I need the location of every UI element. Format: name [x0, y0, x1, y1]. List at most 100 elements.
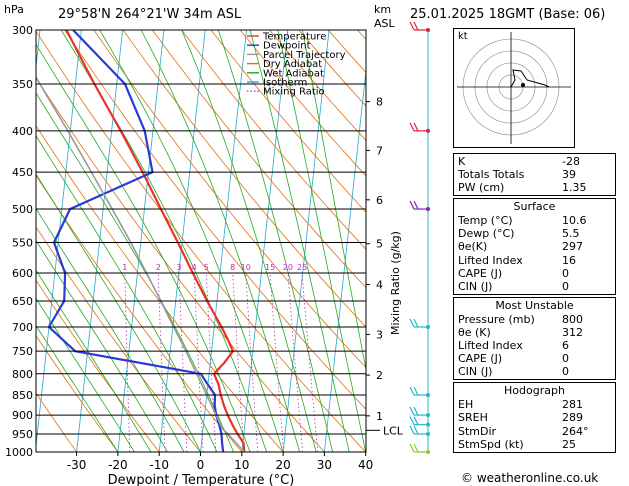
most-unstable-value: 6	[562, 339, 569, 353]
surface-row: CAPE (J) 0	[458, 267, 611, 280]
wind-barb-dot	[426, 393, 430, 398]
mixing-ratio-label: 15	[265, 263, 275, 272]
wind-barb-feather	[413, 416, 419, 425]
credit-text: © weatheronline.co.uk	[461, 471, 599, 485]
mixing-ratio-line	[193, 272, 204, 452]
wind-barb-dot	[426, 128, 430, 133]
index-label: PW (cm)	[458, 181, 505, 195]
mixing-ratio-label: 4	[192, 263, 197, 272]
wind-barb-feather	[409, 122, 415, 132]
parcel-trajectory-line	[36, 75, 245, 452]
pressure-tick-label: 400	[12, 125, 33, 138]
most-unstable-row: Pressure (mb) 800	[458, 313, 611, 326]
wind-barb-feather	[413, 122, 419, 132]
hodograph: kt	[453, 28, 575, 148]
mixing-ratio-line	[205, 272, 217, 452]
wind-barb-feather	[409, 425, 415, 435]
index-label: Totals Totals	[458, 168, 525, 182]
wind-barb-feather	[413, 425, 419, 435]
wind-barb-feather	[413, 21, 419, 31]
km-tick-label: 5	[376, 238, 383, 251]
temperature-tick-label: 40	[358, 458, 373, 472]
index-label: K	[458, 155, 466, 168]
legend-label: Dewpoint	[263, 41, 311, 52]
asl-axis-label: ASL	[374, 17, 396, 30]
surface-label: CIN (J)	[458, 279, 493, 293]
pressure-tick-label: 550	[12, 236, 33, 249]
temperature-tick-label: 20	[275, 458, 290, 472]
index-value: 39	[562, 168, 576, 182]
wind-barb-dot	[426, 28, 430, 32]
dry-adiabat-line	[36, 334, 119, 452]
isotherm-line	[407, 30, 453, 452]
dry-adiabat-line	[239, 30, 366, 177]
temperature-tick-label: -30	[67, 458, 87, 472]
legend-label: Isotherm	[263, 78, 307, 89]
mixing-ratio-label: 25	[297, 263, 307, 272]
km-tick-label: 6	[376, 194, 383, 207]
km-tick-label: 2	[376, 369, 383, 382]
most-unstable-label: θe (K)	[458, 325, 491, 339]
wind-barb-feather	[413, 200, 419, 210]
wind-barb-dot	[426, 450, 430, 454]
most-unstable-title: Most Unstable	[495, 298, 574, 312]
mixing-ratio-label: 3	[176, 263, 181, 272]
wet-adiabat-line	[60, 30, 267, 452]
surface-label: θe(K)	[458, 240, 488, 254]
most-unstable-value: 800	[562, 312, 583, 326]
x-axis-label: Dewpoint / Temperature (°C)	[108, 473, 295, 486]
mixing-ratio-line	[157, 272, 166, 452]
hodograph-frame	[453, 28, 575, 148]
hodograph-param-label: SREH	[458, 411, 488, 425]
mixing-ratio-line	[287, 272, 303, 452]
mixing-ratio-line	[269, 272, 284, 452]
pressure-tick-label: 600	[12, 267, 33, 280]
surface-row: Dewp (°C) 5.5	[458, 227, 611, 240]
indices-panel: K -28 Totals Totals 39 PW (cm) 1.35 Surface T…	[453, 153, 616, 455]
most-unstable-row: CIN (J) 0	[458, 365, 611, 378]
pressure-tick-label: 850	[12, 389, 33, 402]
wind-barb-feather	[409, 416, 415, 425]
mixing-ratio-line	[232, 272, 245, 452]
temperature-tick-label: -20	[108, 458, 128, 472]
wind-barb-feather	[413, 386, 419, 396]
index-value: 1.35	[562, 181, 587, 195]
hodograph-param-label: EH	[458, 398, 474, 412]
isotherm-line	[36, 30, 82, 450]
wind-barb-feather	[409, 318, 415, 328]
hodograph-param-value: 25	[562, 437, 576, 451]
datetime-title: 25.01.2025 18GMT (Base: 06)	[410, 7, 606, 22]
pressure-tick-label: 350	[12, 78, 33, 91]
most-unstable-row: Lifted Index 6	[458, 339, 611, 352]
isotherm-line	[158, 30, 206, 452]
pressure-tick-label: 800	[12, 368, 33, 381]
isotherm-line	[324, 66, 366, 452]
km-tick-label: 3	[376, 328, 383, 341]
temperature-tick-label: 10	[234, 458, 249, 472]
wind-barb-feather	[409, 21, 415, 31]
legend-label: Dry Adiabat	[263, 59, 322, 70]
legend-label: Mixing Ratio	[263, 87, 325, 98]
mixing-ratio-label: 2	[156, 263, 161, 272]
mixing-ratio-label: 10	[241, 263, 251, 272]
mixing-ratio-axis-label: Mixing Ratio (g/kg)	[389, 231, 402, 335]
wind-barb-feather	[413, 406, 419, 416]
hodograph-param-row: StmDir 264°	[458, 425, 611, 438]
wind-barb-dot	[426, 207, 430, 212]
km-tick-label: 1	[376, 410, 383, 423]
pressure-tick-label: 700	[12, 321, 33, 334]
lcl-label: LCL	[383, 424, 404, 437]
hodograph-param-label: StmSpd (kt)	[458, 437, 524, 451]
surface-label: Temp (°C)	[458, 214, 513, 228]
dry-adiabat-line	[152, 30, 366, 289]
location-title: 29°58'N 264°21'W 34m ASL	[58, 7, 242, 22]
surface-row: Lifted Index 16	[458, 254, 611, 267]
storm-motion-marker	[521, 83, 525, 87]
hodograph-trace	[510, 69, 550, 88]
wind-barb-dot	[426, 422, 430, 427]
legend-label: Temperature	[262, 32, 326, 43]
mixing-ratio-label: 5	[204, 263, 209, 272]
surface-value: 0	[562, 279, 569, 293]
wet-adiabat-line	[36, 324, 119, 452]
